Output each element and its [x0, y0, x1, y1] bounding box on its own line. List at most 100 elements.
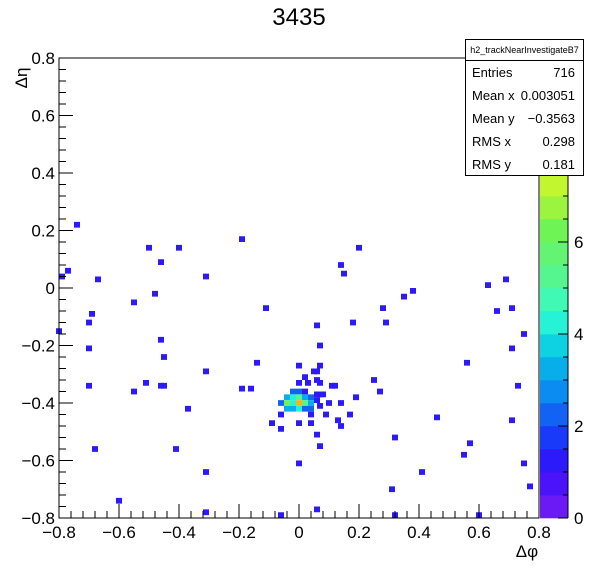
histogram-cell	[302, 374, 308, 380]
histogram-cell	[509, 345, 515, 352]
histogram-cell	[464, 359, 470, 366]
histogram-cell	[239, 236, 245, 242]
z-tick-label: 0	[574, 509, 583, 528]
histogram-cell	[302, 400, 308, 406]
histogram-cell	[74, 221, 80, 228]
histogram-cell	[467, 440, 473, 447]
color-scale-segment	[540, 495, 568, 519]
color-scale-segment	[540, 242, 568, 266]
y-axis-label: Δη	[12, 68, 31, 89]
histogram-cell	[350, 319, 356, 326]
histogram-cell	[296, 394, 302, 401]
histogram-cell	[308, 420, 314, 426]
histogram-cell	[146, 244, 152, 251]
histogram-cell	[296, 362, 302, 369]
histogram-cell	[203, 368, 209, 375]
histogram-cell	[92, 446, 98, 452]
histogram-cell	[290, 394, 296, 401]
z-tick-label: 2	[574, 417, 583, 436]
stats-value: 0.181	[542, 157, 575, 172]
histogram-cell	[323, 411, 329, 418]
histogram-cell	[296, 388, 302, 395]
histogram-cell	[296, 460, 302, 467]
color-scale-segment	[540, 311, 568, 335]
histogram-cell	[392, 434, 398, 441]
histogram-cell	[485, 282, 491, 288]
histogram-cell	[317, 362, 323, 369]
histogram-cell	[173, 446, 179, 452]
histogram-cell	[185, 405, 191, 412]
histogram-cell	[314, 397, 320, 403]
histogram-cell	[284, 405, 290, 412]
x-tick-label: −0.2	[222, 523, 256, 542]
histogram-cell	[290, 400, 296, 406]
stats-value: −0.3563	[527, 111, 575, 126]
histogram-cell	[389, 486, 395, 493]
histogram-cell	[527, 483, 533, 490]
color-scale-segment	[540, 288, 568, 312]
y-tick-label: −0.6	[21, 452, 55, 471]
color-scale-segment	[540, 357, 568, 381]
histogram-cell	[296, 420, 302, 426]
histogram-cell	[284, 400, 290, 406]
x-axis-label: Δφ	[516, 542, 538, 561]
stats-label: Mean y	[472, 111, 515, 126]
histogram-cell	[296, 405, 302, 412]
y-tick-label: −0.4	[21, 394, 55, 413]
histogram-cell	[338, 262, 344, 268]
x-tick-label: −0.8	[42, 523, 76, 542]
histogram-cell	[308, 394, 314, 401]
histogram-cell	[131, 299, 137, 306]
stats-row-mean-x: Mean x 0.003051	[466, 84, 583, 107]
histogram-cell	[326, 400, 332, 406]
histogram-cell	[434, 414, 440, 421]
histogram-cell	[278, 411, 284, 418]
y-tick-label: 0.2	[31, 222, 55, 241]
histogram-cell	[494, 308, 500, 314]
color-scale-segment	[540, 219, 568, 243]
histogram-cell	[380, 305, 386, 311]
stats-row-rms-x: RMS x 0.298	[466, 130, 583, 153]
histogram-cell	[305, 380, 311, 386]
x-tick-label: 0.6	[467, 523, 491, 542]
y-tick-label: 0	[46, 279, 55, 298]
stats-value: 0.003051	[520, 88, 575, 103]
histogram-cell	[308, 411, 314, 418]
histogram-cell	[401, 293, 407, 300]
color-scale-segment	[540, 173, 568, 197]
histogram-cell	[296, 400, 302, 406]
color-scale-segment	[540, 196, 568, 220]
histogram-cells	[56, 221, 533, 518]
z-tick-label: 4	[574, 325, 583, 344]
color-scale-segment	[540, 334, 568, 358]
histogram-cell	[461, 451, 467, 458]
histogram-cell	[383, 319, 389, 326]
histogram-cell	[302, 394, 308, 401]
color-scale-segment	[540, 265, 568, 289]
histogram-cell	[161, 354, 167, 360]
histogram-cell	[203, 469, 209, 475]
histogram-cell	[314, 322, 320, 329]
histogram-cell	[317, 342, 323, 349]
histogram-cell	[158, 259, 164, 265]
histogram-cell	[317, 403, 323, 409]
histogram-cell	[290, 405, 296, 412]
histogram-cell	[116, 497, 122, 504]
histogram-cell	[176, 244, 182, 251]
histogram-cell	[377, 388, 383, 395]
y-tick-label: 0.6	[31, 107, 55, 126]
stats-row-rms-y: RMS y 0.181	[466, 153, 583, 176]
histogram-cell	[521, 331, 527, 337]
histogram-cell	[86, 319, 92, 326]
y-tick-label: −0.2	[21, 337, 55, 356]
stats-row-mean-y: Mean y −0.3563	[466, 107, 583, 130]
histogram-cell	[302, 388, 308, 395]
histogram-cell	[521, 460, 527, 467]
histogram-cell	[296, 380, 302, 386]
histogram-cell	[509, 305, 515, 311]
stats-box: h2_trackNearInvestigateB7 Entries 716 Me…	[465, 39, 584, 176]
histogram-cell	[353, 394, 359, 401]
histogram-cell	[302, 405, 308, 412]
x-axis-ticks: −0.8 −0.6 −0.4 −0.2 0 0.2 0.4 0.6 0.8	[42, 504, 551, 542]
histogram-cell	[503, 276, 509, 283]
